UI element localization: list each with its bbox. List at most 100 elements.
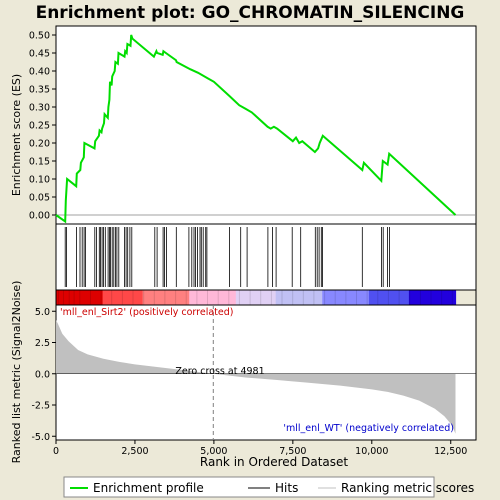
heatmap-segment: [109, 290, 117, 305]
x-tick-label: 5,000: [200, 446, 227, 457]
heatmap-segment: [195, 290, 204, 305]
heatmap-segment: [102, 290, 110, 305]
ranking-heatmap-strip: [56, 290, 457, 305]
heatmap-segment: [222, 290, 230, 305]
metric-y-tick-label: -5.0: [31, 432, 50, 443]
heatmap-segment: [375, 290, 383, 305]
heatmap-segment: [368, 290, 377, 305]
es-y-tick-label: 0.10: [29, 175, 50, 186]
metric-axis-label: Ranked list metric (Signal2Noise): [10, 281, 23, 464]
metric-y-tick-label: 5.0: [35, 307, 50, 318]
metric-y-tick-label: 0.0: [35, 369, 50, 380]
legend-label: Enrichment profile: [93, 481, 204, 495]
es-y-tick-label: 0.20: [29, 139, 50, 150]
legend-items: Enrichment profile Hits Ranking metric sco…: [70, 481, 474, 495]
heatmap-segment: [129, 290, 137, 305]
heatmap-segment: [82, 290, 90, 305]
x-tick-label: 10,000: [355, 446, 388, 457]
heatmap-segment: [269, 290, 277, 305]
heatmap-segment: [209, 290, 217, 305]
heatmap-segment: [442, 290, 450, 305]
chart-title: Enrichment plot: GO_CHROMATIN_SILENCING: [36, 3, 465, 23]
heatmap-segment: [162, 290, 170, 305]
heatmap-segment: [348, 290, 357, 305]
heatmap-segment: [289, 290, 297, 305]
heatmap-segment: [329, 290, 337, 305]
heatmap-segment: [435, 290, 443, 305]
heatmap-segment: [428, 290, 437, 305]
heatmap-segment: [95, 290, 104, 305]
heatmap-segment: [155, 290, 164, 305]
heatmap-segment: [388, 290, 397, 305]
es-y-tick-label: 0.00: [29, 211, 50, 222]
enrichment-profile-line: [55, 34, 457, 224]
heatmap-segment: [322, 290, 330, 305]
es-y-tick-label: 0.05: [29, 193, 50, 204]
heatmap-segment: [235, 290, 244, 305]
heatmap-segment: [182, 290, 190, 305]
heatmap-segment: [62, 290, 70, 305]
es-axis-label: Enrichment score (ES): [10, 74, 23, 196]
metric-y-tick-label: -2.5: [31, 401, 50, 412]
es-y-tick-label: 0.35: [29, 85, 50, 96]
heatmap-segment: [335, 290, 343, 305]
zero-cross-label: Zero cross at 4981: [175, 366, 264, 377]
heatmap-segment: [255, 290, 263, 305]
heatmap-segment: [115, 290, 124, 305]
heatmap-segment: [295, 290, 303, 305]
heatmap-segment: [302, 290, 310, 305]
es-y-tick-label: 0.50: [29, 31, 50, 42]
heatmap-segment: [448, 290, 457, 305]
legend-label: Hits: [275, 481, 298, 495]
heatmap-segment: [89, 290, 97, 305]
heatmap-segment: [229, 290, 237, 305]
heatmap-segment: [149, 290, 157, 305]
es-y-tick-label: 0.15: [29, 157, 50, 168]
x-tick-label: 12,500: [434, 446, 467, 457]
heatmap-segment: [402, 290, 410, 305]
metric-y-axis: 5.0 2.5 0.0 -2.5 -5.0: [31, 307, 56, 443]
x-tick-label: 7,500: [279, 446, 306, 457]
heatmap-segment: [56, 290, 64, 305]
heatmap-segment: [76, 290, 84, 305]
heatmap-segment: [189, 290, 197, 305]
es-y-tick-label: 0.25: [29, 121, 50, 132]
hits-marks: [64, 227, 390, 287]
negative-correlation-label: 'mll_enl_WT' (negatively correlated): [283, 423, 454, 434]
x-axis: 0 2,500 5,000 7,500 10,000 12,500: [53, 440, 467, 457]
heatmap-segment: [202, 290, 210, 305]
heatmap-segment: [342, 290, 350, 305]
heatmap-segment: [362, 290, 370, 305]
heatmap-segment: [175, 290, 184, 305]
heatmap-segment: [262, 290, 270, 305]
heatmap-segment: [282, 290, 290, 305]
heatmap-segment: [142, 290, 150, 305]
legend: [63, 476, 435, 498]
es-y-tick-label: 0.40: [29, 67, 50, 78]
heatmap-segment: [275, 290, 283, 305]
es-y-axis: 0.00 0.05 0.10 0.15 0.20 0.25 0.30 0.35 0.40 0.45…: [29, 31, 56, 222]
heatmap-segment: [169, 290, 177, 305]
heatmap-segment: [135, 290, 144, 305]
heatmap-segment: [415, 290, 423, 305]
legend-label: Ranking metric scores: [341, 481, 474, 495]
heatmap-segment: [249, 290, 257, 305]
heatmap-segment: [408, 290, 417, 305]
heatmap-segment: [122, 290, 130, 305]
heatmap-segment: [355, 290, 363, 305]
metric-y-tick-label: 2.5: [35, 338, 50, 349]
heatmap-segment: [309, 290, 317, 305]
ranking-metric-area: [56, 320, 456, 434]
es-y-tick-label: 0.45: [29, 49, 50, 60]
heatmap-segment: [422, 290, 430, 305]
heatmap-segment: [242, 290, 250, 305]
x-tick-label: 0: [53, 446, 59, 457]
heatmap-segment: [315, 290, 323, 305]
heatmap-segment: [395, 290, 403, 305]
heatmap-segment: [215, 290, 224, 305]
positive-correlation-label: 'mll_enl_Sirt2' (positively correlated): [60, 307, 233, 318]
es-y-tick-label: 0.30: [29, 103, 50, 114]
x-axis-label: Rank in Ordered Dataset: [200, 455, 348, 469]
heatmap-segment: [69, 290, 77, 305]
